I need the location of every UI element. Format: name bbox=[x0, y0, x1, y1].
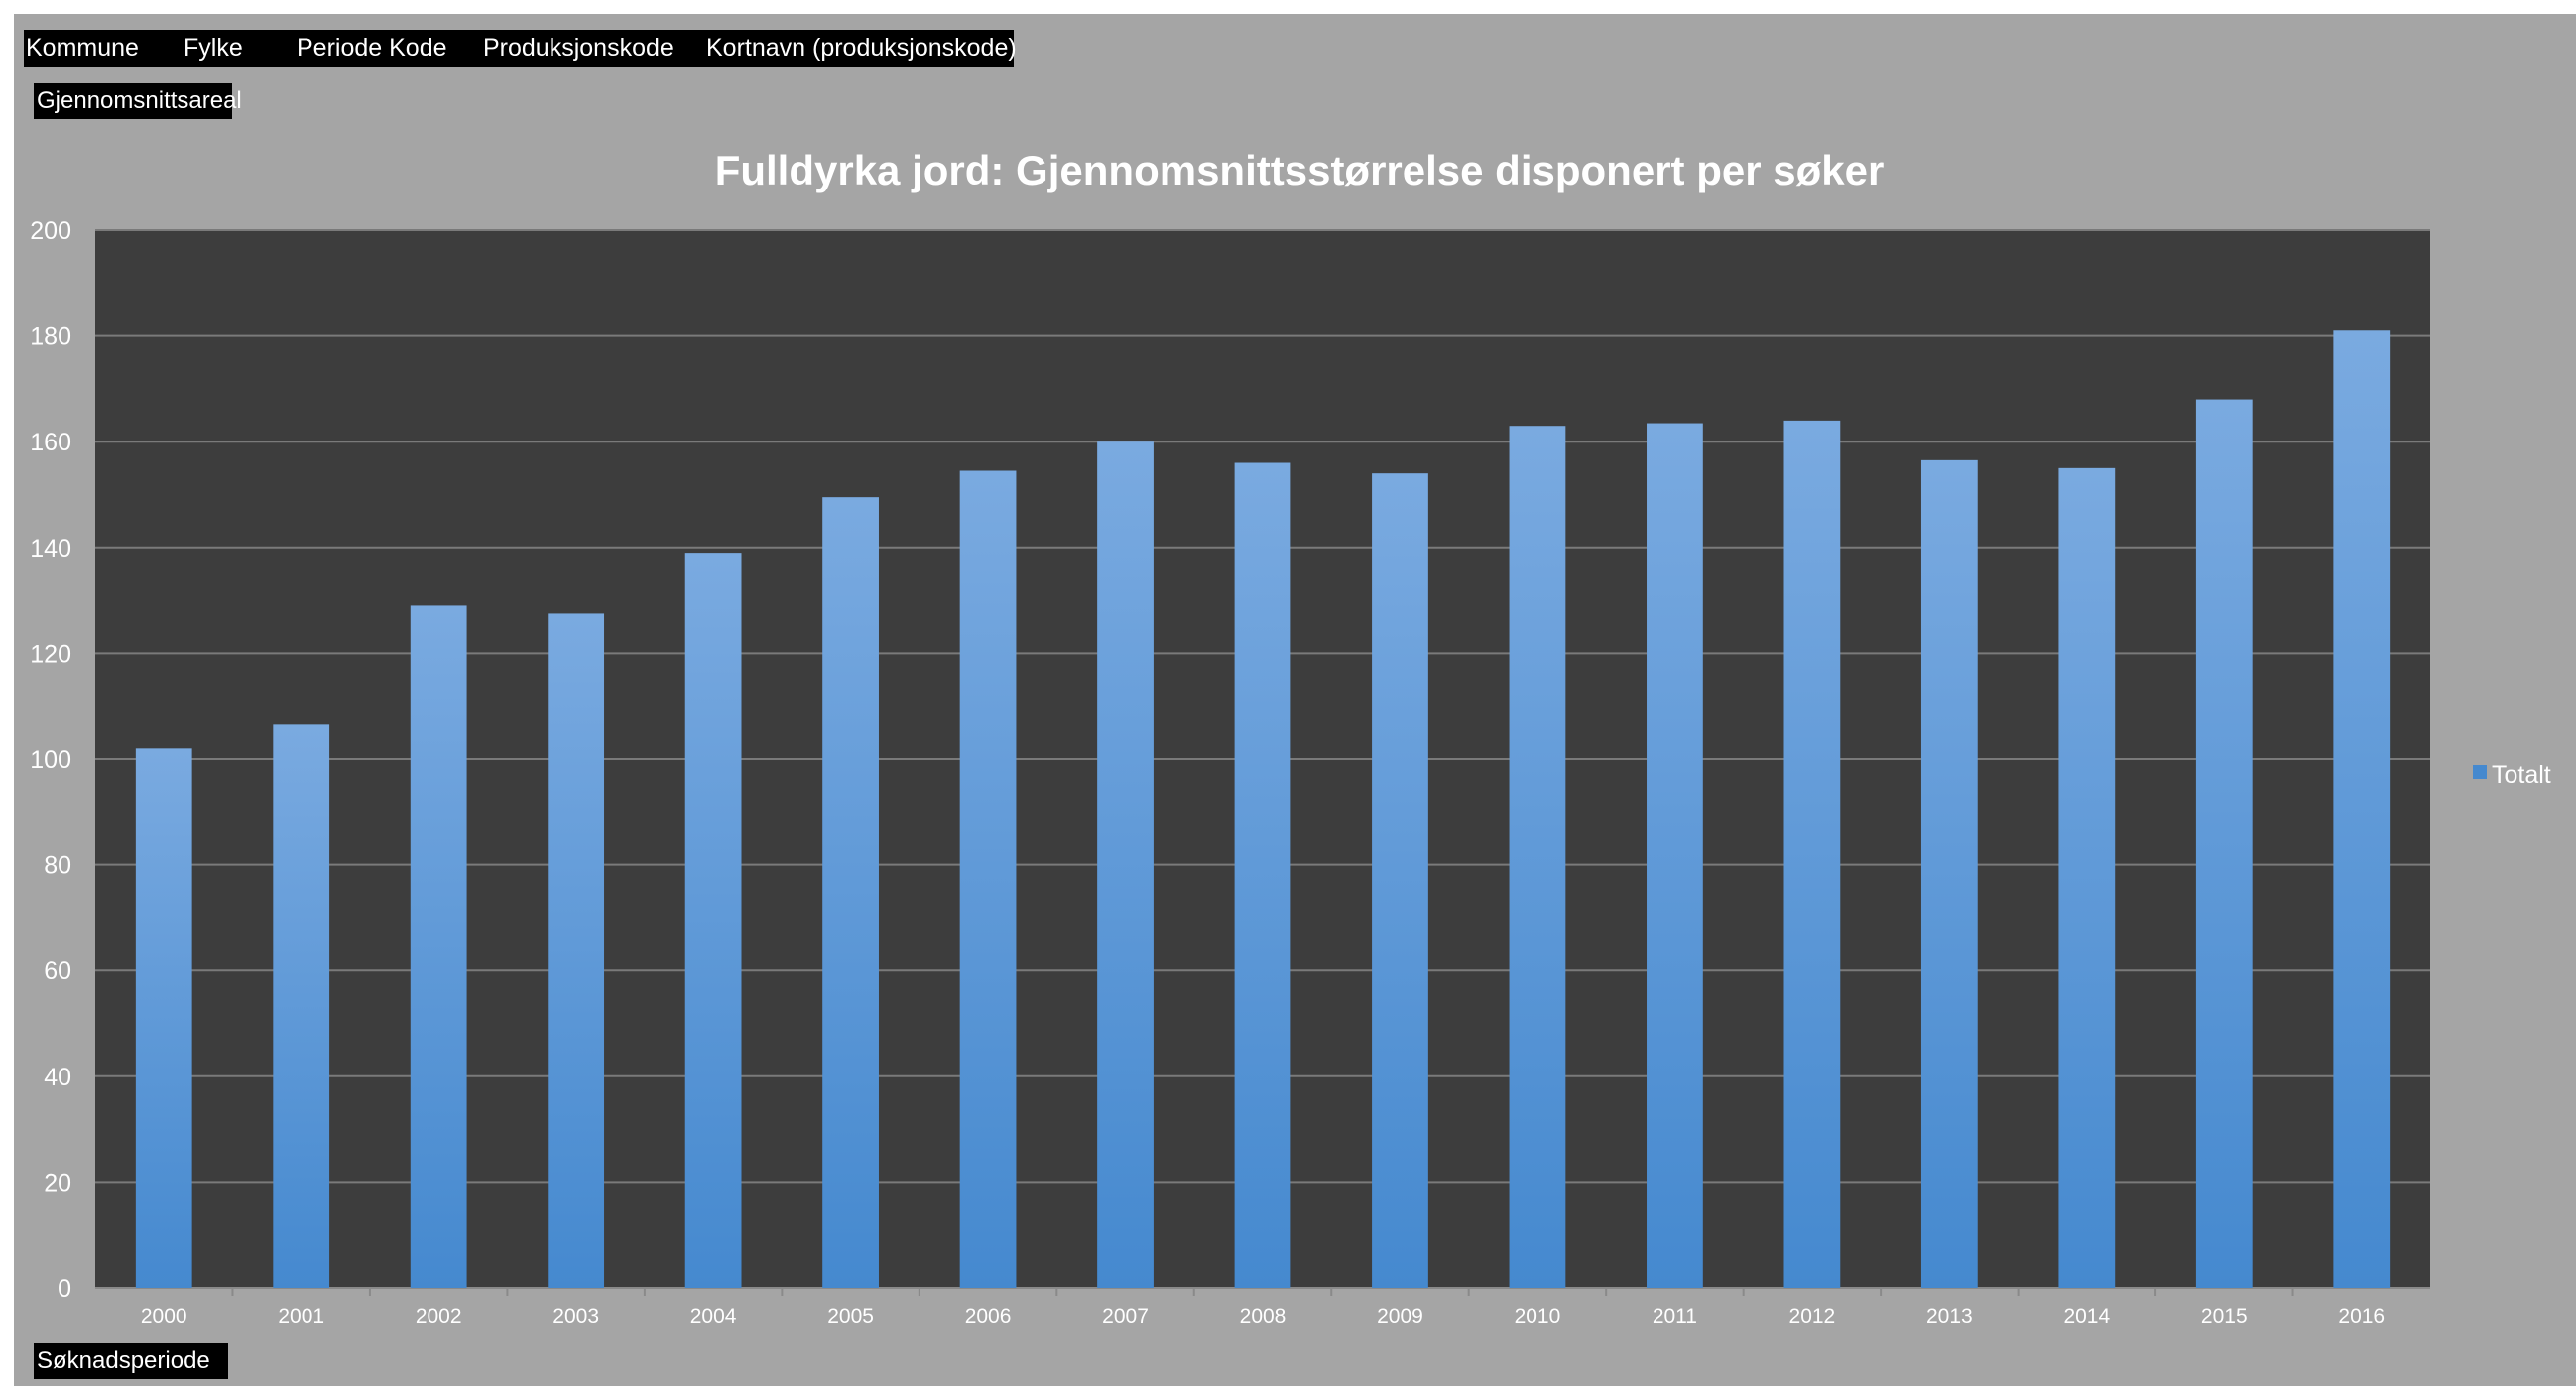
bar-2005 bbox=[822, 497, 879, 1288]
bar-2003 bbox=[548, 613, 605, 1288]
y-tick-label: 60 bbox=[44, 957, 71, 985]
bar-2010 bbox=[1509, 426, 1566, 1289]
field-button-kortnavn[interactable]: Kortnavn (produksjonskode) bbox=[706, 34, 1017, 62]
x-tick-label-2005: 2005 bbox=[827, 1305, 874, 1327]
x-tick-label-2004: 2004 bbox=[690, 1305, 737, 1327]
axis-field-button[interactable]: Søknadsperiode bbox=[34, 1343, 228, 1379]
bar-2008 bbox=[1234, 462, 1291, 1288]
legend: Totalt bbox=[2473, 761, 2551, 789]
report-filter-field-buttons: Kommune Fylke Periode Kode Produksjonsko… bbox=[24, 30, 1017, 67]
y-tick-label: 180 bbox=[30, 323, 71, 351]
legend-label-totalt: Totalt bbox=[2492, 761, 2551, 789]
x-tick-label-2015: 2015 bbox=[2201, 1305, 2248, 1327]
x-tick-label-2003: 2003 bbox=[552, 1305, 599, 1327]
bar-2015 bbox=[2195, 399, 2253, 1288]
x-tick-label-2006: 2006 bbox=[965, 1305, 1012, 1327]
bar-2000 bbox=[135, 748, 192, 1288]
field-button-produksjonskode[interactable]: Produksjonskode bbox=[483, 34, 674, 62]
bar-2014 bbox=[2058, 467, 2116, 1289]
y-tick-label: 120 bbox=[30, 640, 71, 668]
bar-2006 bbox=[959, 470, 1017, 1288]
field-button-periode-kode[interactable]: Periode Kode bbox=[297, 34, 447, 62]
value-field-button[interactable]: Gjennomsnittsareal bbox=[34, 83, 242, 119]
bar-2013 bbox=[1920, 459, 1978, 1289]
y-axis-tick-labels: 0 20 40 60 80 100 120 140 160 180 200 bbox=[30, 217, 71, 1303]
x-tick-label-2010: 2010 bbox=[1515, 1305, 1561, 1327]
x-tick-label-2001: 2001 bbox=[278, 1305, 324, 1327]
x-tick-label-2007: 2007 bbox=[1102, 1305, 1149, 1327]
x-tick-label-2011: 2011 bbox=[1653, 1305, 1697, 1327]
bar-2004 bbox=[684, 553, 742, 1288]
x-tick-label-2013: 2013 bbox=[1926, 1305, 1973, 1327]
chart-title: Fulldyrka jord: Gjennomsnittsstørrelse d… bbox=[715, 147, 1885, 193]
x-tick-label-2016: 2016 bbox=[2338, 1305, 2385, 1327]
legend-swatch-totalt bbox=[2473, 765, 2487, 779]
x-tick-label-2002: 2002 bbox=[416, 1305, 462, 1327]
y-tick-label: 0 bbox=[58, 1275, 71, 1303]
bar-2016 bbox=[2333, 330, 2391, 1288]
bar-2002 bbox=[410, 605, 467, 1288]
bar-2009 bbox=[1372, 473, 1428, 1288]
y-tick-label: 80 bbox=[44, 852, 71, 880]
x-axis-tick-labels: 2000 2001 2002 2003 2004 2005 2006 2007 2008 2009… bbox=[141, 1288, 2385, 1327]
y-tick-label: 100 bbox=[30, 746, 71, 774]
bar-2001 bbox=[273, 724, 330, 1288]
y-tick-label: 200 bbox=[30, 217, 71, 245]
bar-2011 bbox=[1647, 423, 1703, 1288]
bar-2007 bbox=[1097, 441, 1154, 1288]
y-tick-label: 140 bbox=[30, 535, 71, 563]
field-button-kommune[interactable]: Kommune bbox=[26, 34, 139, 62]
field-button-fylke[interactable]: Fylke bbox=[184, 34, 243, 62]
x-tick-label-2012: 2012 bbox=[1789, 1305, 1836, 1327]
y-tick-label: 20 bbox=[44, 1169, 71, 1197]
bars bbox=[135, 330, 2391, 1289]
bar-2012 bbox=[1783, 420, 1841, 1288]
x-tick-label-2009: 2009 bbox=[1377, 1305, 1423, 1327]
x-tick-label-2014: 2014 bbox=[2063, 1305, 2110, 1327]
x-tick-label-2000: 2000 bbox=[141, 1305, 187, 1327]
x-tick-label-2008: 2008 bbox=[1240, 1305, 1287, 1327]
y-tick-label: 160 bbox=[30, 429, 71, 456]
y-tick-label: 40 bbox=[44, 1064, 71, 1091]
